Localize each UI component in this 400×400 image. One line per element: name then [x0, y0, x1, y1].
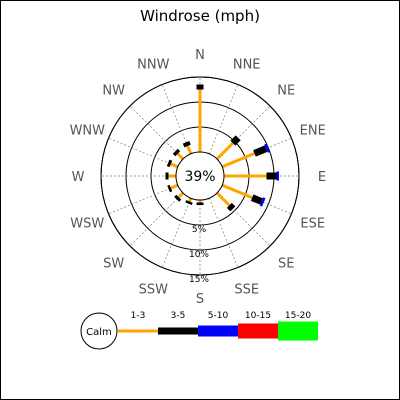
- center-circle: [175, 151, 225, 201]
- direction-label-s: S: [196, 292, 204, 307]
- bar-sw-1-3: [177, 191, 185, 199]
- legend-swatch-1-3: [118, 329, 158, 333]
- direction-label-ssw: SSW: [139, 283, 169, 298]
- direction-label-wnw: WNW: [70, 123, 106, 138]
- direction-label-wsw: WSW: [70, 217, 104, 232]
- bar-ese-1-3: [221, 183, 253, 200]
- bar-ene-5-10: [264, 143, 271, 153]
- bar-wnw-1-3: [170, 162, 179, 169]
- ring-label-2: 10%: [189, 250, 209, 260]
- legend-label-3-5: 3-5: [171, 311, 186, 321]
- direction-label-e: E: [318, 170, 326, 185]
- bar-wnw-3-5: [166, 159, 173, 168]
- direction-label-nnw: NNW: [137, 57, 169, 72]
- bar-nnw-3-5: [182, 140, 191, 148]
- bar-ene-1-3: [221, 152, 256, 169]
- direction-label-nw: NW: [102, 84, 125, 99]
- direction-label-w: W: [72, 170, 85, 185]
- center-percentage: 39%: [184, 169, 215, 185]
- legend-label-5-10: 5-10: [208, 311, 229, 321]
- chart-title: Windrose (mph): [140, 7, 260, 25]
- bar-ene-3-5: [253, 145, 268, 157]
- direction-label-ene: ENE: [300, 123, 326, 138]
- legend-label-15-20: 15-20: [285, 311, 311, 321]
- legend-label-1-3: 1-3: [131, 311, 146, 321]
- direction-label-sse: SSE: [234, 283, 259, 298]
- direction-label-sw: SW: [103, 256, 124, 271]
- direction-label-nne: NNE: [233, 57, 261, 72]
- bar-wsw-3-5: [167, 184, 173, 193]
- bar-nnw-1-3: [186, 145, 193, 155]
- legend: Calm 1-3 3-5 5-10 10-15 15-20: [80, 311, 318, 350]
- ring-label-1: 5%: [192, 225, 207, 235]
- direction-label-se: SE: [278, 256, 294, 271]
- bar-nw-1-3: [176, 152, 185, 161]
- bar-nw-3-5: [172, 148, 181, 157]
- direction-label-ne: NE: [277, 84, 295, 99]
- legend-swatch-5-10: [198, 325, 238, 337]
- bar-ese-5-10: [259, 197, 266, 207]
- bar-ne-3-5: [230, 135, 241, 146]
- bar-wsw-1-3: [170, 183, 179, 190]
- direction-label-n: N: [195, 48, 205, 63]
- legend-swatch-3-5: [158, 327, 198, 335]
- grid-ring-3: [100, 76, 300, 276]
- legend-swatch-10-15: [238, 323, 278, 339]
- bar-ssw-3-5: [185, 200, 193, 206]
- ring-labels: 5% 10% 15%: [189, 225, 209, 285]
- bar-sw-3-5: [174, 194, 182, 202]
- direction-labels: N NNE NE ENE E ESE SE SSE S SSW SW WSW W WNW NW NNW: [70, 48, 327, 307]
- direction-label-ese: ESE: [300, 217, 325, 232]
- ring-label-3: 15%: [189, 275, 209, 285]
- legend-calm-label: Calm: [86, 327, 112, 338]
- bar-ese-3-5: [250, 194, 263, 205]
- bar-se-3-5: [226, 202, 236, 212]
- wind-bars: [165, 84, 279, 212]
- bar-se-1-3: [215, 191, 231, 207]
- bar-ne-1-3: [215, 142, 234, 161]
- bar-ssw-1-3: [188, 197, 193, 202]
- legend-swatch-15-20: [278, 321, 318, 341]
- legend-label-10-15: 10-15: [245, 311, 271, 321]
- legend-calm-circle: [80, 312, 118, 350]
